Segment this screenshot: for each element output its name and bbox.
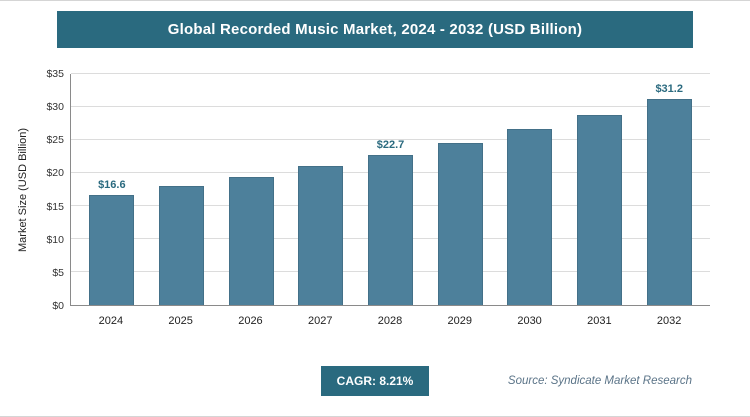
cagr-badge: CAGR: 8.21% xyxy=(320,366,430,396)
bar-column: $31.2 xyxy=(634,74,704,305)
bar-2030 xyxy=(507,128,553,305)
y-axis-tick: $20 xyxy=(46,167,64,180)
y-axis-tick: $10 xyxy=(46,233,64,246)
bar-column xyxy=(147,74,217,305)
bar-2025 xyxy=(159,186,204,305)
bar-column xyxy=(425,74,495,305)
y-axis-tick: $25 xyxy=(46,134,64,147)
plot-area: $16.6 $22.7 $31.2 xyxy=(70,73,710,306)
bar-2026 xyxy=(228,176,274,305)
x-axis-label: 2030 xyxy=(517,315,542,327)
bar-column xyxy=(286,74,356,305)
x-axis-label: 2025 xyxy=(168,315,193,327)
x-axis-label: 2028 xyxy=(377,315,403,327)
y-axis-tick: $0 xyxy=(52,300,64,312)
bar-value-label: $16.6 xyxy=(98,179,126,192)
source-attribution: Source: Syndicate Market Research xyxy=(507,375,692,387)
x-axis-label: 2031 xyxy=(587,315,612,327)
bar-2031 xyxy=(577,114,623,305)
bar-column xyxy=(565,74,635,305)
bar-2024 xyxy=(89,195,135,305)
x-axis-label: 2024 xyxy=(98,315,124,327)
x-axis-label: 2032 xyxy=(656,315,682,327)
chart-title-bar: Global Recorded Music Market, 2024 - 203… xyxy=(57,11,693,48)
x-axis-label: 2029 xyxy=(447,315,473,327)
gridline xyxy=(71,73,710,74)
gridline xyxy=(71,106,710,107)
x-axis-label: 2026 xyxy=(238,315,263,327)
bar-2027 xyxy=(298,166,344,305)
bar-column: $16.6 xyxy=(77,74,147,305)
bar-value-label: $31.2 xyxy=(655,83,683,96)
x-axis-label: 2027 xyxy=(307,315,333,327)
bar-2032 xyxy=(646,99,692,305)
y-axis-tick: $5 xyxy=(52,266,64,279)
chart-title: Global Recorded Music Market, 2024 - 203… xyxy=(167,21,583,38)
y-axis: $0 $5 $10 $15 $20 $25 $30 $35 xyxy=(34,68,70,312)
x-axis: 2024 2025 2026 2027 2028 2029 2030 2031 2032 xyxy=(70,306,710,334)
y-axis-tick: $35 xyxy=(46,68,64,80)
chart-footer: CAGR: 8.21% Source: Syndicate Market Res… xyxy=(0,366,750,396)
bars-container: $16.6 $22.7 $31.2 xyxy=(71,74,710,305)
bar-2028 xyxy=(368,155,414,305)
gridline xyxy=(71,139,710,140)
y-axis-title: Market Size (USD Billion) xyxy=(17,127,29,253)
bar-chart: Market Size (USD Billion) $0 $5 $10 $15 $20 $… xyxy=(12,68,710,334)
bar-column: $22.7 xyxy=(356,74,426,305)
y-axis-tick: $30 xyxy=(46,101,64,114)
bar-value-label: $22.7 xyxy=(376,139,405,152)
bar-column xyxy=(495,74,565,305)
y-axis-tick: $15 xyxy=(46,200,64,213)
bar-column xyxy=(216,74,286,305)
bar-2029 xyxy=(437,142,483,305)
